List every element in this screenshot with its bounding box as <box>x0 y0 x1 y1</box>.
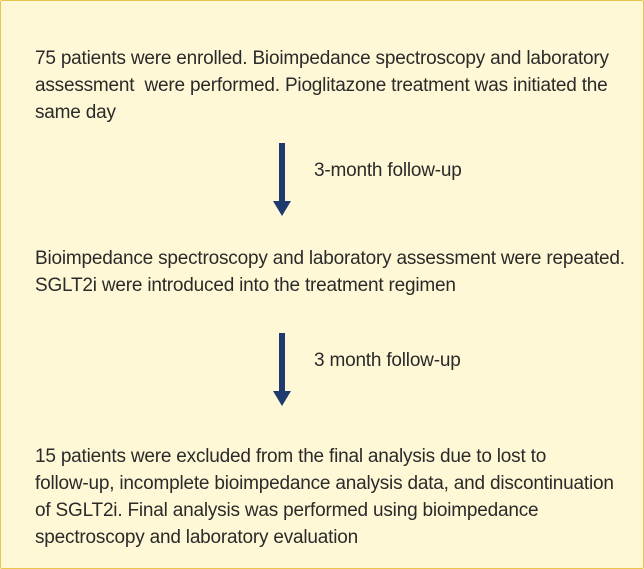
arrow-shaft <box>279 333 285 393</box>
arrow-head <box>273 201 291 216</box>
down-arrow-icon <box>272 143 292 217</box>
step-enrollment-text: 75 patients were enrolled. Bioimpedance … <box>35 48 609 123</box>
arrow-head <box>273 391 291 406</box>
transition-label-second: 3 month follow-up <box>314 350 461 371</box>
down-arrow-icon-graphic <box>273 143 291 216</box>
arrow-shaft <box>279 143 285 203</box>
step-repeat-assessment-text: Bioimpedance spectroscopy and laboratory… <box>35 248 625 296</box>
down-arrow-icon <box>272 333 292 407</box>
transition-label-first: 3-month follow-up <box>314 160 462 181</box>
down-arrow-icon-graphic <box>273 333 291 406</box>
step-final-analysis-text: 15 patients were excluded from the final… <box>35 446 614 548</box>
